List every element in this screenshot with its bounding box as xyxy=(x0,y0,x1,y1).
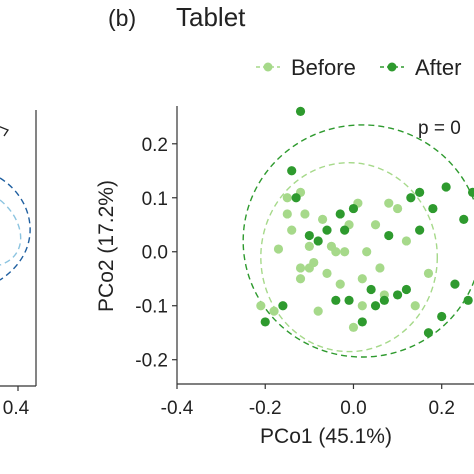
axes: -0.4 -0.2 0.0 0.2 0.2 0.1 0.0 -0.1 -0.2 xyxy=(135,106,474,419)
confidence-ellipses xyxy=(242,124,474,358)
point-after xyxy=(344,295,354,305)
point-before xyxy=(269,306,279,316)
x-ticks: -0.4 -0.2 0.0 0.2 xyxy=(161,384,455,419)
point-before xyxy=(362,247,372,257)
point-before xyxy=(282,193,292,203)
point-after xyxy=(450,279,460,289)
point-after xyxy=(406,193,416,203)
y-tick-label: 0.2 xyxy=(142,135,168,156)
legend-after-label: After xyxy=(415,55,461,80)
point-before xyxy=(317,214,328,224)
y-tick-label: -0.1 xyxy=(135,297,168,318)
point-after xyxy=(384,230,394,241)
x-axis-label: PCo1 (45.1%) xyxy=(260,425,392,448)
point-before xyxy=(331,247,341,257)
point-before xyxy=(295,274,306,284)
left-panel-ellipse-dark xyxy=(0,177,31,281)
point-before xyxy=(295,263,306,273)
left-panel-tick-label: 0.4 xyxy=(3,398,30,419)
x-tick-label: 0.2 xyxy=(428,398,454,419)
point-before xyxy=(309,257,319,268)
point-after xyxy=(291,193,301,203)
panel-label: (b) xyxy=(108,5,136,31)
point-before xyxy=(287,225,297,235)
point-before xyxy=(304,241,314,251)
ellipse-before xyxy=(260,161,438,353)
point-after xyxy=(441,182,451,192)
point-after xyxy=(392,290,403,300)
ellipse-after xyxy=(242,124,474,358)
point-after xyxy=(313,236,323,246)
point-before xyxy=(375,263,385,273)
y-axis-label: PCo2 (17.2%) xyxy=(95,180,118,312)
point-before xyxy=(384,198,394,208)
point-before xyxy=(370,220,381,230)
plot-area xyxy=(242,106,474,358)
y-tick-label: 0.0 xyxy=(142,243,168,264)
data-points xyxy=(256,106,474,338)
point-after xyxy=(278,301,288,311)
chart-title: Tablet xyxy=(176,2,246,32)
point-after xyxy=(437,311,447,322)
point-before xyxy=(410,301,420,311)
point-after xyxy=(295,106,306,116)
left-panel-ellipse-light xyxy=(0,199,22,266)
point-before xyxy=(340,247,350,257)
point-before xyxy=(392,203,403,214)
point-before xyxy=(282,209,292,219)
x-tick-label: -0.2 xyxy=(249,398,282,419)
point-after xyxy=(260,317,270,327)
point-after xyxy=(287,166,297,176)
x-tick-label: -0.4 xyxy=(161,398,194,419)
y-tick-label: 0.1 xyxy=(142,189,168,210)
point-before xyxy=(300,209,310,219)
point-after xyxy=(459,214,469,224)
point-after xyxy=(366,284,376,295)
y-ticks: 0.2 0.1 0.0 -0.1 -0.2 xyxy=(135,135,177,372)
y-tick-label: -0.2 xyxy=(135,351,168,372)
legend: Before After xyxy=(256,55,461,80)
point-after xyxy=(428,203,438,214)
point-after xyxy=(415,187,425,197)
left-panel-fragment: 0.4 xyxy=(0,110,37,419)
legend-before-marker xyxy=(263,62,273,72)
point-before xyxy=(335,279,345,289)
point-before xyxy=(357,274,367,284)
p-value-annotation: p = 0 xyxy=(418,118,461,139)
legend-after-marker xyxy=(387,62,397,72)
x-tick-label: 0.0 xyxy=(340,398,366,419)
point-before xyxy=(273,244,284,254)
point-after xyxy=(340,225,350,235)
point-before xyxy=(313,306,323,316)
point-after xyxy=(401,284,412,295)
point-after xyxy=(304,230,314,241)
point-after xyxy=(322,225,332,235)
point-after xyxy=(348,203,359,214)
left-panel-annotation-mark xyxy=(0,126,9,137)
point-before xyxy=(401,236,412,246)
point-before xyxy=(348,322,359,332)
point-after xyxy=(415,225,425,235)
point-after xyxy=(331,295,341,305)
point-before xyxy=(357,301,367,311)
point-after xyxy=(463,295,473,305)
point-after xyxy=(335,209,345,219)
point-after xyxy=(370,301,381,311)
point-after xyxy=(379,295,389,305)
point-before xyxy=(423,268,434,278)
point-after xyxy=(423,328,434,338)
legend-before-label: Before xyxy=(291,55,356,80)
point-after xyxy=(467,187,474,197)
point-before xyxy=(256,301,266,311)
point-after xyxy=(357,317,367,327)
point-before xyxy=(322,268,332,278)
